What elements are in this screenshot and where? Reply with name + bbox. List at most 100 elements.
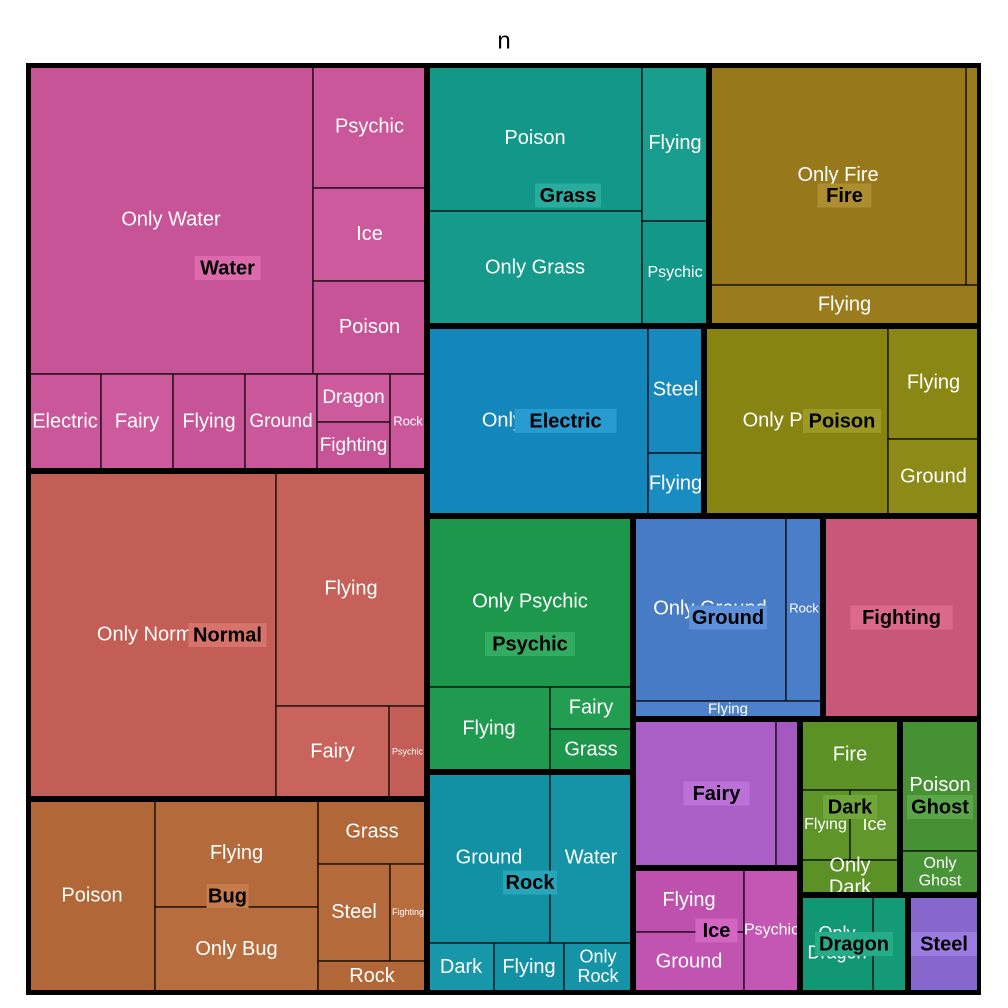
cell-psychic-fairy — [549, 686, 633, 730]
group-normal-label-bg — [188, 623, 267, 647]
cell-label: Flying — [662, 889, 715, 911]
cell-label: Ice — [356, 223, 383, 245]
cell-label: Fairy — [310, 740, 354, 762]
group-grass-label-bg — [535, 183, 601, 208]
cell-label: Only — [579, 946, 616, 966]
cell-label: Psychic — [335, 115, 404, 137]
cell-label: Fire — [833, 743, 867, 765]
cell-grass-only-grass — [427, 210, 643, 326]
cell-label: Flying — [462, 717, 515, 739]
cell-psychic-flying — [427, 686, 551, 772]
cell-label: Rock — [577, 966, 619, 986]
cell-label: Flying — [502, 956, 555, 978]
group-dark-label-bg — [823, 795, 877, 819]
cell-label: Grass — [345, 820, 398, 842]
group-rock-label: Rock — [506, 872, 556, 894]
cell-electric-steel — [647, 326, 704, 454]
cell-label: Steel — [653, 378, 699, 400]
cell-label: Ground — [249, 411, 312, 432]
cell-label: Only Psychic — [472, 590, 588, 612]
cell-label: Only Grass — [485, 256, 585, 278]
cell-label: Flying — [649, 472, 702, 494]
group-ice-label: Ice — [703, 920, 731, 942]
group-psychic-label-bg — [485, 632, 575, 656]
cell-label: Psychic — [392, 746, 424, 756]
cell-label: Rock — [789, 600, 819, 615]
cell-grass-psychic — [641, 220, 709, 326]
group-poison-label: Poison — [809, 410, 876, 432]
group-water-label-bg — [194, 256, 261, 280]
group-dark-label: Dark — [828, 796, 873, 818]
group-bug-label-bg — [206, 884, 249, 908]
cell-label: Flying — [324, 577, 377, 599]
cell-bug-only-bug — [154, 906, 319, 993]
chart-title: n — [497, 27, 510, 54]
cell-label: Grass — [564, 738, 617, 760]
group-fairy-label-bg — [683, 781, 750, 806]
group-dragon-label: Dragon — [819, 933, 889, 955]
group-ice-label-bg — [695, 918, 738, 943]
cell-ground-rock — [785, 516, 823, 702]
cell-label: Only — [829, 854, 870, 876]
cell-rock-dark — [427, 942, 495, 993]
group-steel-label-bg — [911, 932, 977, 956]
cell-label: Only Bug — [195, 938, 277, 960]
cell-label: Only — [924, 855, 957, 872]
cell-rock-flying — [493, 942, 565, 993]
cell-water-ice — [312, 187, 427, 282]
cell-label: Fighting — [392, 907, 424, 917]
cell-label: Dragon — [322, 387, 384, 408]
cell-label: Rock — [349, 965, 396, 987]
group-steel-border — [907, 894, 981, 994]
group-ground-label: Ground — [692, 607, 764, 629]
group-normal-label: Normal — [193, 624, 262, 646]
cell-water-only-water — [28, 65, 314, 375]
cell-label: Dark — [440, 956, 483, 978]
cell-water-dragon — [316, 373, 391, 423]
cell-label: Psychic — [744, 922, 799, 939]
group-fairy-label: Fairy — [693, 783, 742, 805]
group-grass-label: Grass — [540, 185, 597, 207]
cell-grass-flying — [641, 65, 709, 222]
cell-label: Flying — [210, 842, 263, 864]
cell-psychic-only-psychic — [427, 516, 633, 688]
group-poison-label-bg — [803, 409, 881, 433]
group-water-label: Water — [200, 257, 255, 279]
cell-water-flying — [172, 373, 246, 471]
cell-label: Electric — [32, 410, 98, 432]
cell-label: Flying — [708, 700, 748, 717]
cell-label: Poison — [909, 774, 970, 796]
group-psychic-label: Psychic — [492, 633, 568, 655]
cell-label: Ground — [456, 846, 523, 868]
cell-bug-fighting — [389, 863, 427, 962]
group-dragon-label-bg — [815, 932, 893, 956]
group-ground-label-bg — [689, 605, 767, 630]
cell-label: Poison — [504, 127, 565, 149]
cell-bug-grass — [317, 799, 427, 865]
group-fairy-sliver — [775, 719, 800, 868]
cell-bug-poison — [28, 799, 156, 993]
cell-dark-only-dark — [800, 859, 900, 895]
group-bug-label: Bug — [208, 885, 247, 907]
group-fire-label-bg — [817, 183, 872, 208]
cell-ghost-poison — [900, 719, 980, 852]
group-electric-label-bg — [514, 409, 617, 433]
cell-bug-rock — [317, 960, 427, 993]
group-fire-label: Fire — [826, 185, 863, 207]
group-fighting-label-bg — [850, 605, 953, 630]
cell-label: Only Fire — [797, 164, 878, 186]
group-electric-label: Electric — [529, 410, 601, 432]
group-steel-label: Steel — [920, 933, 968, 955]
cell-label: Flying — [818, 293, 871, 315]
cell-label: Flying — [648, 132, 701, 154]
cell-label: Fighting — [320, 435, 388, 456]
group-fighting-label: Fighting — [862, 607, 941, 629]
cell-label: Flying — [182, 410, 235, 432]
cell-label: Poison — [61, 884, 122, 906]
cell-label: Fairy — [115, 410, 159, 432]
cell-rock-only-rock — [563, 942, 633, 993]
cell-poison-flying — [887, 326, 980, 440]
cell-label: Poison — [339, 316, 400, 338]
cell-label: Psychic — [647, 264, 702, 281]
